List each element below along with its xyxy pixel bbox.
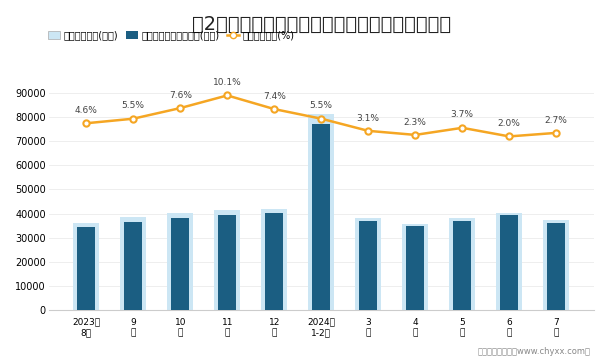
- Text: 7.6%: 7.6%: [169, 91, 192, 100]
- Bar: [543, 220, 569, 310]
- Bar: [547, 223, 565, 310]
- Text: 4.6%: 4.6%: [75, 106, 97, 115]
- Bar: [214, 210, 240, 310]
- Legend: 单月零售总额(亿元), 上年同期单月零售总额(亿元), 单月同比增速(%): 单月零售总额(亿元), 上年同期单月零售总额(亿元), 单月同比增速(%): [48, 30, 295, 40]
- Text: 5.5%: 5.5%: [122, 102, 145, 111]
- Bar: [449, 218, 475, 310]
- Text: 7.4%: 7.4%: [263, 92, 286, 101]
- Bar: [121, 217, 146, 310]
- Bar: [73, 223, 99, 310]
- Bar: [359, 221, 377, 310]
- Bar: [219, 215, 236, 310]
- Bar: [501, 215, 518, 310]
- Bar: [124, 222, 142, 310]
- Bar: [453, 221, 471, 310]
- Bar: [312, 124, 330, 310]
- Text: 2.0%: 2.0%: [498, 119, 521, 128]
- Bar: [77, 226, 95, 310]
- Text: 3.1%: 3.1%: [357, 113, 380, 122]
- Bar: [403, 224, 428, 310]
- Text: 5.5%: 5.5%: [310, 102, 333, 111]
- Text: 10.1%: 10.1%: [213, 78, 242, 87]
- Bar: [355, 219, 381, 310]
- Bar: [406, 226, 424, 310]
- Bar: [496, 213, 522, 310]
- Bar: [261, 208, 287, 310]
- Bar: [171, 218, 189, 310]
- Bar: [266, 213, 283, 310]
- Bar: [308, 114, 334, 310]
- Title: 近2年全国各月社会消费品零售总额及同比统计图: 近2年全国各月社会消费品零售总额及同比统计图: [192, 15, 451, 34]
- Text: 2.3%: 2.3%: [404, 118, 427, 127]
- Bar: [167, 213, 193, 310]
- Text: 2.7%: 2.7%: [545, 116, 568, 125]
- Text: 制图：智研咨询（www.chyxx.com）: 制图：智研咨询（www.chyxx.com）: [477, 347, 591, 356]
- Text: 3.7%: 3.7%: [451, 111, 474, 120]
